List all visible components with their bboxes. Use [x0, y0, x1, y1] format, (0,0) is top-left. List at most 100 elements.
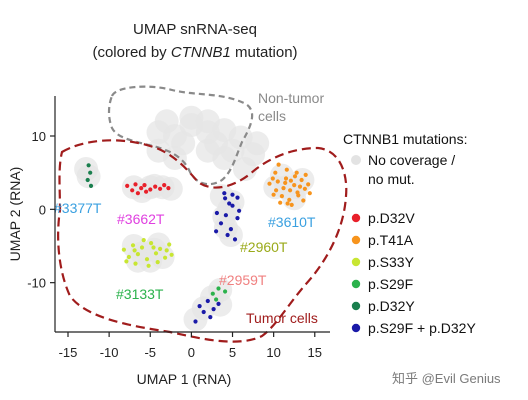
point-s1-12	[284, 167, 289, 172]
cluster-blob-non-tumor-17	[195, 109, 220, 134]
point-s1-3	[279, 194, 284, 199]
cluster-blob-3377-1	[74, 157, 99, 181]
point-s4-0	[85, 177, 90, 183]
cluster-blob-non-tumor-18	[154, 109, 179, 134]
cluster-blob-3133-5	[125, 248, 150, 273]
watermark: 知乎 @Evil Genius	[392, 371, 501, 386]
point-s1-15	[289, 202, 294, 207]
y-tick-label-1: 0	[39, 202, 46, 217]
point-s5-9	[223, 196, 228, 201]
point-s2-16	[141, 238, 146, 243]
legend-marker-6	[351, 323, 361, 333]
legend-label-0-line2: no mut.	[368, 171, 415, 187]
point-s1-23	[297, 184, 303, 189]
point-s1-26	[274, 188, 279, 193]
legend-label-4: p.S29F	[368, 276, 413, 292]
point-s1-17	[281, 186, 286, 191]
point-s5-7	[214, 229, 219, 234]
point-s0-7	[158, 186, 163, 191]
point-s4-3	[88, 183, 94, 188]
sample-label-2959: #2959T	[219, 272, 267, 288]
point-s2-11	[124, 259, 129, 264]
sample-label-3662: #3662T	[117, 211, 165, 227]
subtitle-gene: CTNNB1	[171, 44, 231, 61]
point-s1-11	[273, 170, 278, 175]
point-s0-11	[144, 189, 149, 194]
point-s5-18	[216, 301, 221, 306]
point-s2-17	[132, 248, 137, 253]
legend-marker-1	[351, 213, 361, 223]
point-s2-9	[163, 255, 168, 260]
sample-label-2960: #2960T	[240, 239, 288, 255]
y-axis-ticks: 10 0 -10	[27, 129, 55, 291]
cluster-blob-3133-6	[146, 232, 171, 257]
cluster-blob-non-tumor-8	[232, 157, 257, 181]
point-s1-29	[285, 201, 290, 206]
point-s2-2	[130, 243, 136, 248]
legend-label-0: No coverage /	[368, 152, 455, 168]
point-s5-20	[197, 304, 202, 309]
point-s1-24	[288, 178, 293, 183]
point-s2-15	[164, 248, 169, 253]
point-s0-9	[166, 186, 171, 191]
cluster-blob-3610b-3	[269, 163, 294, 188]
point-s1-2	[275, 179, 280, 184]
point-s0-10	[135, 191, 140, 196]
mutation-points	[85, 162, 312, 324]
point-s0-2	[133, 182, 138, 187]
point-s5-6	[235, 216, 240, 221]
point-s5-12	[222, 191, 227, 196]
point-s5-0	[214, 210, 219, 216]
point-s1-6	[292, 183, 297, 188]
point-s4-1	[88, 170, 93, 175]
legend-label-6: p.S29F + p.D32Y	[368, 320, 476, 336]
point-s2-3	[135, 252, 140, 257]
point-s1-16	[301, 198, 306, 203]
point-s5-13	[230, 192, 235, 197]
point-s1-9	[302, 186, 307, 191]
point-s1-10	[306, 182, 311, 187]
point-s1-25	[283, 180, 288, 185]
point-s0-3	[139, 186, 144, 191]
subtitle-pre: (colored by	[92, 44, 170, 61]
legend-label-5: p.D32Y	[368, 298, 415, 314]
x-tick-label-5: 10	[266, 345, 280, 360]
cluster-blob-2959-4	[183, 307, 208, 332]
point-s1-27	[303, 172, 308, 177]
point-s2-0	[121, 247, 126, 252]
point-s2-12	[133, 261, 138, 266]
tumor-outline	[57, 139, 348, 343]
point-s3-0	[210, 291, 215, 296]
point-s5-3	[228, 227, 233, 232]
sample-label-3133: #3133T	[116, 286, 164, 302]
point-s5-1	[218, 221, 224, 226]
legend-marker-5	[351, 301, 361, 311]
non-tumor-label-line2: cells	[258, 108, 286, 124]
y-axis-label: UMAP 2 (RNA)	[7, 167, 23, 262]
x-tick-label-3: 0	[188, 345, 195, 360]
point-s2-8	[158, 246, 163, 251]
point-s5-21	[208, 315, 213, 320]
point-s5-8	[232, 237, 238, 242]
chart-title: UMAP snRNA-seq	[133, 21, 257, 38]
point-s5-5	[225, 232, 230, 238]
y-tick-label-0: 10	[32, 129, 46, 144]
point-s5-2	[223, 213, 228, 218]
point-s5-17	[201, 309, 206, 315]
point-s1-8	[299, 177, 304, 183]
point-s1-4	[283, 176, 289, 181]
x-tick-label-0: -15	[59, 345, 78, 360]
point-s0-6	[153, 184, 158, 189]
sample-label-3377: #3377T	[54, 200, 102, 216]
cluster-blob-non-tumor-15	[220, 138, 245, 163]
point-s0-5	[148, 187, 153, 192]
point-s2-13	[146, 263, 151, 268]
legend-label-2: p.T41A	[368, 232, 414, 248]
tumor-cells-label: Tumor cells	[246, 310, 318, 326]
x-tick-label-2: -5	[144, 345, 156, 360]
x-tick-label-1: -10	[100, 345, 119, 360]
non-tumor-label: Non-tumor	[258, 90, 324, 106]
point-s3-1	[216, 286, 221, 291]
sample-label-3610: #3610T	[268, 214, 316, 230]
